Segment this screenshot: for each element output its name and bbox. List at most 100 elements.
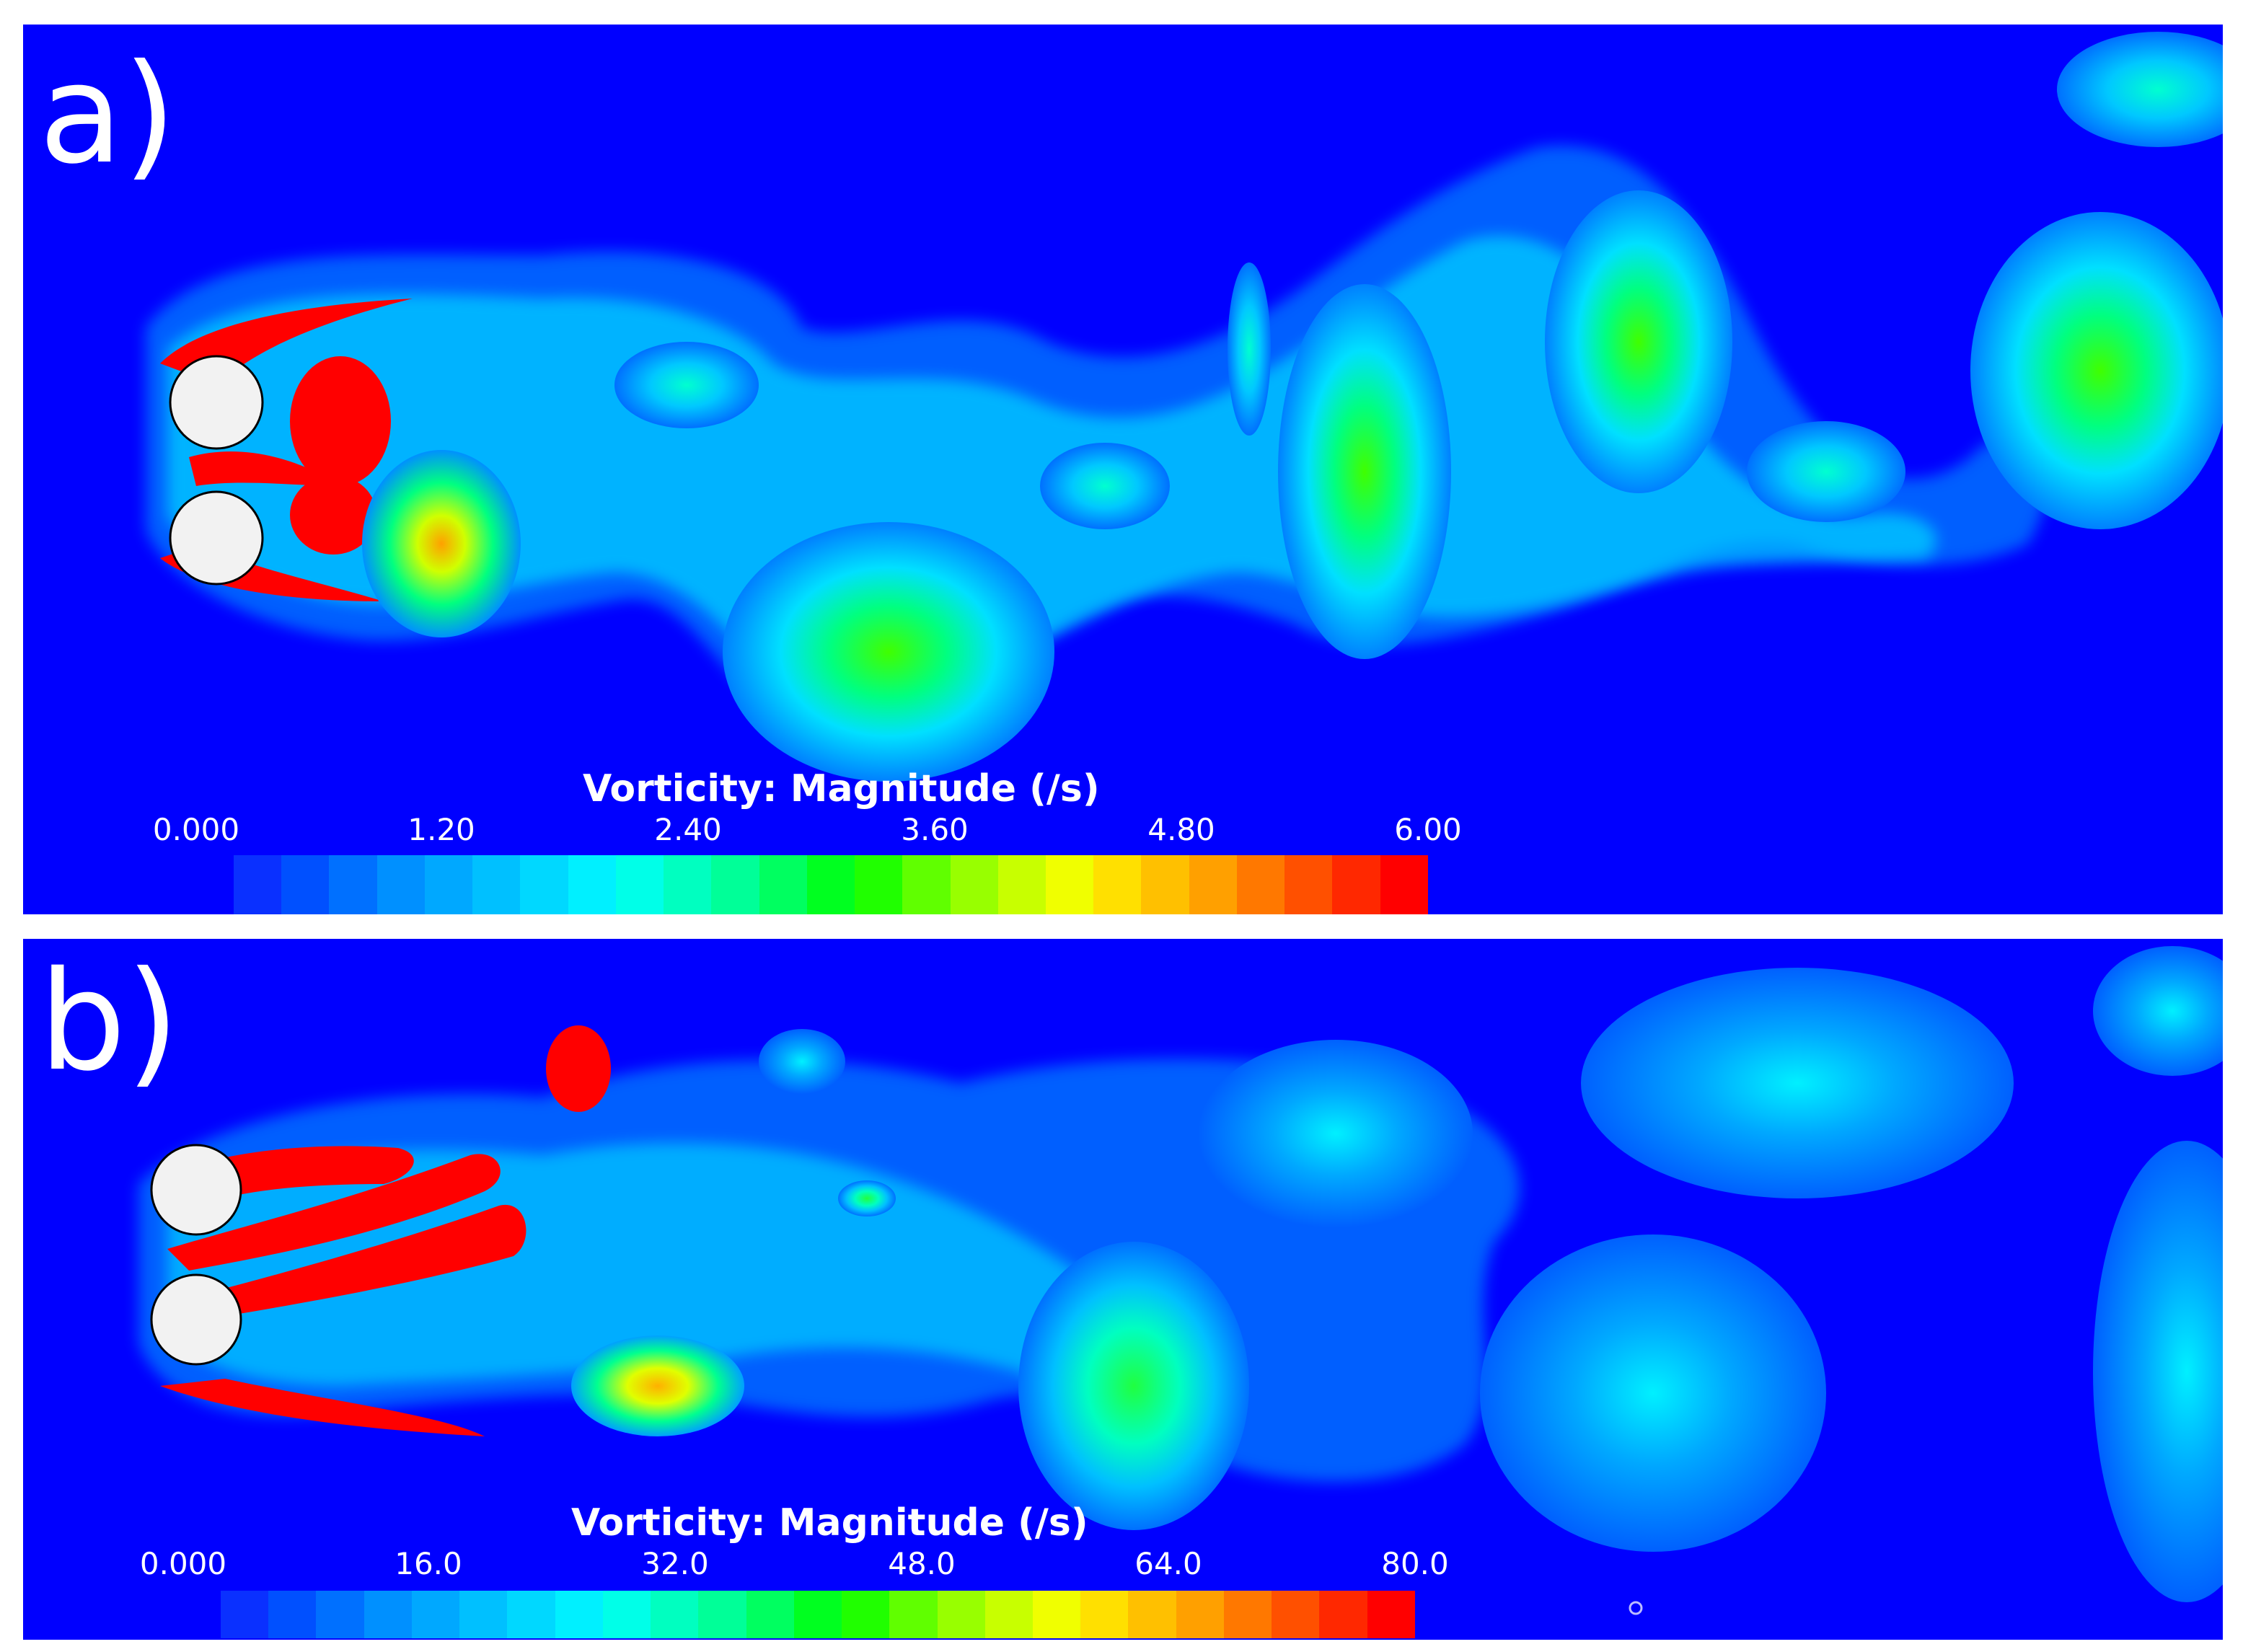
colorbar-segment bbox=[746, 1591, 794, 1638]
colorbar-segment bbox=[793, 1591, 842, 1638]
colorbar bbox=[221, 1591, 1415, 1638]
colorbar-segment bbox=[984, 1591, 1033, 1638]
vortex-green-2 bbox=[1278, 284, 1451, 659]
colorbar-segment bbox=[329, 855, 377, 914]
colorbar-segment bbox=[1032, 1591, 1081, 1638]
colorbar-segment bbox=[759, 855, 807, 914]
shear-layer-mid-2 bbox=[182, 1204, 526, 1321]
shear-layer-mid-1 bbox=[167, 1154, 501, 1271]
vortex-cyan-4 bbox=[614, 342, 759, 428]
colorbar-tick: 48.0 bbox=[888, 1546, 956, 1581]
colorbar-segment bbox=[1141, 855, 1189, 914]
colorbar-segment bbox=[664, 855, 712, 914]
shear-layer-bottom bbox=[160, 1379, 485, 1436]
colorbar-segment bbox=[1128, 1591, 1176, 1638]
colorbar-segment bbox=[221, 1591, 269, 1638]
colorbar-segment bbox=[806, 855, 855, 914]
colorbar-tick: 3.60 bbox=[901, 812, 969, 847]
vortex-cyan-7 bbox=[2093, 946, 2223, 1076]
colorbar-segment bbox=[902, 855, 951, 914]
colorbar-segment bbox=[1284, 855, 1333, 914]
vortex-cyan-4 bbox=[2093, 1141, 2223, 1602]
colorbar-segment bbox=[459, 1591, 508, 1638]
cylinder-top bbox=[150, 1144, 242, 1236]
vortex-cyan-1 bbox=[1040, 443, 1170, 529]
vortex-cyan-6 bbox=[838, 1180, 896, 1216]
colorbar-segment bbox=[937, 1591, 985, 1638]
colorbar-segment bbox=[316, 1591, 364, 1638]
vortex-green-1 bbox=[723, 522, 1054, 782]
colorbar-segment bbox=[411, 1591, 460, 1638]
vortex-green-4 bbox=[1970, 212, 2223, 529]
vorticity-field-a bbox=[146, 32, 2223, 782]
colorbar-segment bbox=[889, 1591, 938, 1638]
colorbar-segment bbox=[615, 855, 664, 914]
vortex-cyan-1 bbox=[1199, 1040, 1473, 1227]
vortex-cyan-5 bbox=[2057, 32, 2223, 147]
colorbar-title: Vorticity: Magnitude (/s) bbox=[583, 767, 1100, 810]
colorbar-segment bbox=[711, 855, 759, 914]
colorbar-segment bbox=[234, 855, 282, 914]
colorbar-segment bbox=[1236, 855, 1285, 914]
colorbar-segment bbox=[363, 1591, 412, 1638]
vortex-red-small bbox=[546, 1025, 611, 1112]
vortex-yellow bbox=[571, 1335, 744, 1436]
colorbar-segment bbox=[842, 1591, 890, 1638]
vortex-cyan-3 bbox=[1228, 262, 1271, 436]
colorbar-segment bbox=[568, 855, 616, 914]
colorbar-tick: 2.40 bbox=[654, 812, 722, 847]
colorbar-segment bbox=[1045, 855, 1094, 914]
colorbar-segment bbox=[376, 855, 425, 914]
vortex-green-3 bbox=[1545, 190, 1732, 493]
colorbar-tick: 64.0 bbox=[1134, 1546, 1202, 1581]
colorbar-segment bbox=[268, 1591, 317, 1638]
vortex-red-1 bbox=[290, 356, 391, 486]
panel-label: a) bbox=[39, 35, 177, 194]
colorbar-segment bbox=[1176, 1591, 1224, 1638]
colorbar-segment bbox=[1223, 1591, 1272, 1638]
colorbar-tick: 4.80 bbox=[1147, 812, 1215, 847]
colorbar-tick: 0.000 bbox=[152, 812, 240, 847]
colorbar-segment bbox=[520, 855, 568, 914]
colorbar-segment bbox=[555, 1591, 603, 1638]
colorbar-tick: 16.0 bbox=[395, 1546, 462, 1581]
colorbar-tick: 80.0 bbox=[1381, 1546, 1449, 1581]
vorticity-field-b bbox=[138, 946, 2223, 1615]
cylinder-top bbox=[169, 355, 264, 450]
shear-layer-mid bbox=[189, 451, 340, 486]
vortex-yellow bbox=[362, 450, 521, 637]
colorbar-segment bbox=[1189, 855, 1237, 914]
colorbar-tick: 32.0 bbox=[641, 1546, 709, 1581]
vortex-red-2 bbox=[290, 475, 376, 555]
colorbar-segment bbox=[1093, 855, 1142, 914]
colorbar bbox=[234, 855, 1428, 914]
cylinder-bottom bbox=[150, 1273, 242, 1366]
colorbar-segment bbox=[651, 1591, 699, 1638]
colorbar-segment bbox=[602, 1591, 651, 1638]
colorbar-segment bbox=[1080, 1591, 1129, 1638]
vortex-cyan-3 bbox=[1581, 968, 2014, 1198]
colorbar-segment bbox=[1272, 1591, 1320, 1638]
colorbar-segment bbox=[1367, 1591, 1415, 1638]
colorbar-segment bbox=[281, 855, 330, 914]
colorbar-segment bbox=[472, 855, 521, 914]
colorbar-segment bbox=[997, 855, 1046, 914]
panel-label: b) bbox=[39, 942, 180, 1101]
probe-marker bbox=[1629, 1601, 1643, 1615]
colorbar-tick: 0.000 bbox=[139, 1546, 227, 1581]
colorbar-segment bbox=[507, 1591, 555, 1638]
colorbar-segment bbox=[698, 1591, 746, 1638]
vortex-cyan-2 bbox=[1480, 1234, 1826, 1552]
vortex-green-1 bbox=[1018, 1242, 1249, 1530]
wake-core bbox=[167, 236, 1936, 686]
vorticity-panel-b: b) Vorticity: Magnitude (/s) 0.000 16.0 … bbox=[23, 939, 2223, 1640]
vortex-cyan-2 bbox=[1747, 421, 1905, 522]
colorbar-segment bbox=[855, 855, 903, 914]
colorbar-segment bbox=[424, 855, 473, 914]
colorbar-segment bbox=[1332, 855, 1380, 914]
vorticity-panel-a: a) Vorticity: Magnitude (/s) 0.000 1.20 … bbox=[23, 25, 2223, 914]
colorbar-tick: 6.00 bbox=[1394, 812, 1462, 847]
colorbar-segment bbox=[1319, 1591, 1367, 1638]
vortex-cyan-5 bbox=[759, 1029, 845, 1094]
colorbar-segment bbox=[950, 855, 998, 914]
